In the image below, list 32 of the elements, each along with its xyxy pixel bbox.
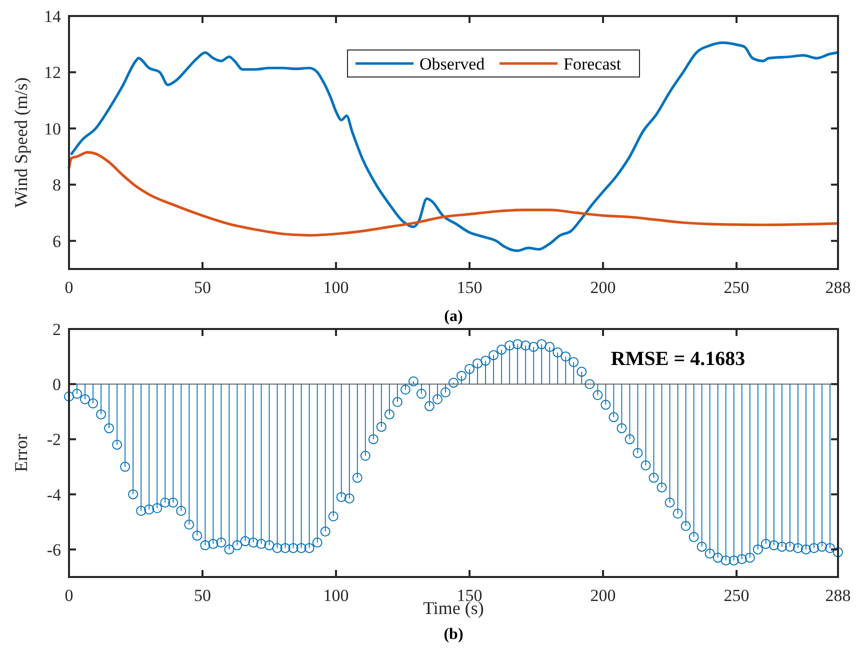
line-series <box>68 151 840 237</box>
x-tick-label: 100 <box>323 586 349 605</box>
text: (a) <box>444 308 463 325</box>
x-tick-label: 250 <box>724 586 750 605</box>
y-tick-label: 6 <box>52 232 61 251</box>
x-tick-label: 200 <box>590 278 616 297</box>
x-tick-label: 200 <box>590 586 616 605</box>
x-tick-label: 288 <box>825 586 851 605</box>
y-axis-title: Wind Speed (m/s) <box>11 77 31 208</box>
y-tick-label: 12 <box>44 63 61 82</box>
x-tick-label: 50 <box>194 278 212 297</box>
y-tick-label: -2 <box>46 430 61 450</box>
x-tick-label: 0 <box>64 586 74 605</box>
x-tick-label: 150 <box>456 278 482 297</box>
x-tick-label: 50 <box>194 586 212 605</box>
y-tick-label: 14 <box>44 7 62 26</box>
y-tick-label: 10 <box>44 119 61 138</box>
x-tick-label: 0 <box>64 278 74 297</box>
x-tick-label: 250 <box>724 278 750 297</box>
y-tick-label: 8 <box>52 176 61 195</box>
annotation: RMSE = 4.1683 <box>610 348 746 370</box>
y-tick-label: 0 <box>52 375 61 394</box>
line-series <box>70 41 840 252</box>
x-tick-label: 288 <box>825 278 851 297</box>
x-tick-label: 100 <box>323 278 349 297</box>
y-tick-label: 2 <box>52 320 61 339</box>
legend-label: Observed <box>420 54 486 74</box>
text: (b) <box>444 626 464 643</box>
y-tick-label: -4 <box>46 485 62 504</box>
y-axis-title: Error <box>11 434 31 472</box>
legend-label: Forecast <box>564 54 622 74</box>
y-tick-label: -6 <box>46 540 61 560</box>
